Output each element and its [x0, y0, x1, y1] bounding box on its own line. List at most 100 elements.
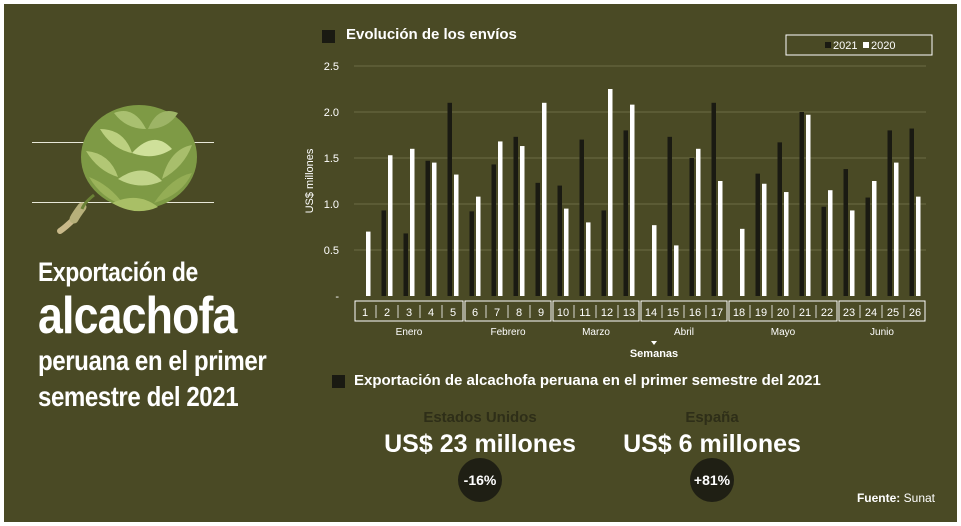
week-tick-label: 25 [887, 307, 899, 319]
bar-2021 [403, 233, 408, 296]
bar-2021 [909, 128, 914, 296]
bar-2020 [652, 225, 657, 296]
week-tick-label: 1 [362, 307, 368, 319]
week-tick-label: 26 [909, 307, 921, 319]
month-label: Enero [396, 327, 423, 338]
month-week-box [838, 300, 926, 322]
week-tick-label: 3 [406, 307, 412, 319]
week-tick-label: 11 [579, 307, 590, 319]
summary-title: Exportación de alcachofa peruana en el p… [354, 372, 821, 389]
bar-2021 [579, 139, 584, 296]
week-tick-label: 18 [733, 307, 745, 319]
y-axis-label: US$ millones [304, 148, 316, 213]
bar-2020 [762, 183, 767, 296]
source-label: Fuente: [856, 491, 901, 505]
y-tick-label: 1.5 [324, 153, 339, 165]
y-tick-label: - [335, 291, 339, 303]
headline-line-4: semestre del 2021 [38, 381, 239, 412]
week-tick-label: 7 [494, 307, 500, 319]
source-credit: Fuente: Sunat [857, 491, 935, 505]
bar-2020 [674, 245, 679, 296]
bar-2021 [777, 142, 782, 296]
month-week-box [354, 300, 464, 322]
week-tick-label: 12 [601, 307, 613, 319]
month-label: Marzo [582, 327, 610, 338]
legend-swatch-2020 [863, 42, 869, 48]
bar-2020 [454, 174, 459, 296]
bar-2020 [696, 148, 701, 296]
bar-2020 [608, 89, 613, 296]
month-label: Febrero [490, 327, 525, 338]
bar-2020 [564, 208, 569, 296]
headline-line-1: Exportación de [38, 257, 198, 287]
month-label: Junio [870, 327, 894, 338]
bar-2020 [410, 148, 415, 296]
bar-2020 [784, 192, 789, 296]
legend-box [785, 34, 933, 56]
month-week-box [640, 300, 728, 322]
artichoke-icon [57, 105, 197, 234]
y-tick-label: 1.0 [324, 199, 339, 211]
bar-2021 [821, 206, 826, 296]
bar-2020 [498, 141, 503, 296]
bar-2021 [447, 102, 452, 296]
week-tick-label: 23 [843, 307, 855, 319]
bar-2020 [718, 181, 723, 296]
bar-2021 [381, 210, 386, 296]
bar-2021 [601, 210, 606, 296]
bar-2021 [535, 182, 540, 296]
week-tick-label: 15 [667, 307, 679, 319]
bar-2021 [711, 102, 716, 296]
bar-2021 [843, 169, 848, 296]
country-label-usa: Estados Unidos [423, 409, 537, 426]
bar-2021 [887, 130, 892, 296]
bar-2021 [755, 173, 760, 296]
bar-2020 [432, 162, 437, 296]
bar-2021 [557, 185, 562, 296]
export-amount-usa: US$ 23 millones [384, 430, 576, 458]
y-tick-label: 2.5 [324, 61, 339, 73]
week-tick-label: 4 [428, 307, 434, 319]
week-tick-label: 8 [516, 307, 522, 319]
week-tick-label: 2 [384, 307, 390, 319]
bar-2020 [630, 104, 635, 296]
month-week-box [552, 300, 640, 322]
country-label-spain: España [685, 409, 739, 426]
bar-2021 [491, 164, 496, 296]
week-tick-label: 10 [557, 307, 569, 319]
bar-2021 [469, 211, 474, 296]
bar-2020 [828, 190, 833, 296]
y-tick-label: 2.0 [324, 107, 339, 119]
chart-title-marker [322, 30, 335, 43]
month-label: Mayo [771, 327, 796, 338]
chart-title: Evolución de los envíos [346, 26, 517, 43]
summary-title-marker [332, 375, 345, 388]
bar-2020 [542, 102, 547, 296]
bar-2020 [586, 222, 591, 296]
bar-2021 [623, 130, 628, 296]
week-tick-label: 9 [538, 307, 544, 319]
bar-2020 [520, 146, 525, 296]
x-axis-label: Semanas [630, 348, 678, 360]
bar-2021 [425, 160, 430, 296]
source-value: Sunat [903, 491, 935, 505]
month-week-box [728, 300, 838, 322]
bar-2021 [513, 136, 518, 296]
bar-2020 [894, 162, 899, 296]
week-tick-label: 17 [711, 307, 723, 319]
change-badge-spain: +81% [690, 458, 734, 502]
infographic-canvas: Exportación de alcachofa peruana en el p… [4, 4, 957, 522]
week-tick-label: 24 [865, 307, 877, 319]
legend-label-2020: 2020 [871, 40, 895, 52]
legend-swatch-2021 [825, 42, 831, 48]
legend-label-2021: 2021 [833, 40, 857, 52]
month-week-box [464, 300, 552, 322]
x-axis-caret [651, 341, 657, 345]
week-tick-label: 14 [645, 307, 657, 319]
week-tick-label: 5 [450, 307, 456, 319]
bar-2021 [865, 197, 870, 296]
bar-2020 [740, 228, 745, 296]
month-label: Abril [674, 327, 694, 338]
bar-2020 [872, 181, 877, 296]
